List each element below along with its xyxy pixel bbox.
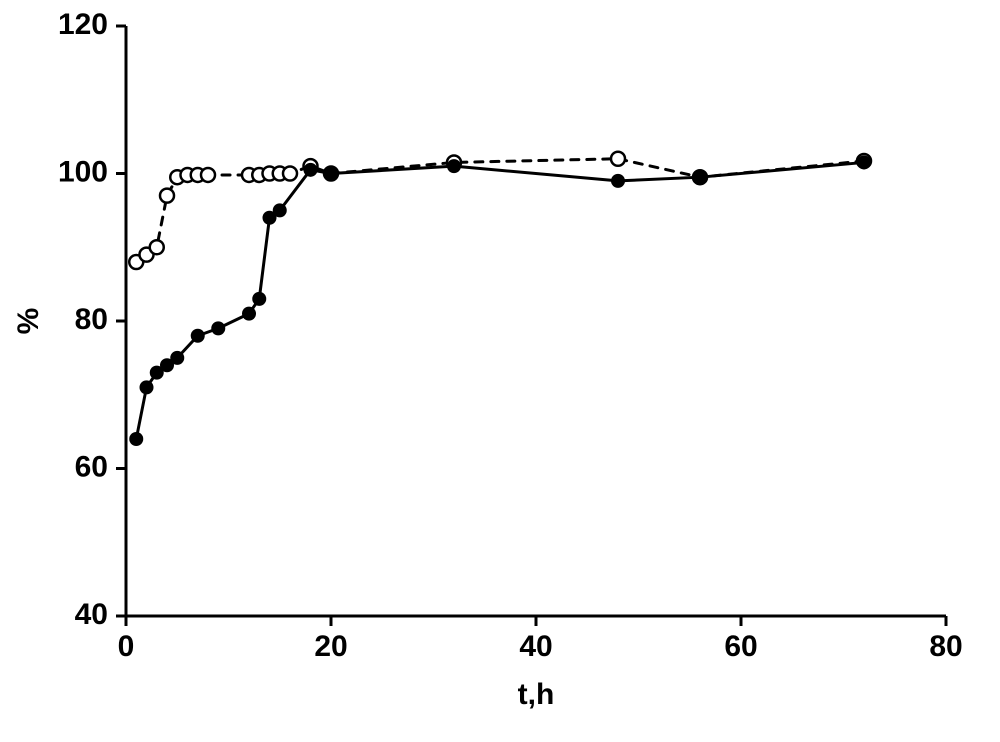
y-axis-label: % [12, 308, 45, 335]
y-tick-label: 60 [75, 450, 108, 483]
x-axis-label: t,h [518, 678, 555, 711]
series-filled [129, 155, 871, 446]
y-tick-label: 80 [75, 303, 108, 336]
axes [126, 26, 946, 616]
x-tick-label: 60 [724, 630, 757, 663]
x-tick-label: 80 [929, 630, 962, 663]
x-tick-label: 20 [314, 630, 347, 663]
x-ticks: 0 20 40 60 80 [118, 616, 963, 663]
y-tick-label: 100 [58, 155, 108, 188]
y-tick-label: 40 [75, 598, 108, 631]
y-tick-label: 120 [58, 8, 108, 41]
time-percent-chart: 40 60 80 100 120 0 20 40 60 80% t,h [0, 0, 1000, 742]
y-ticks: 40 60 80 100 120 [58, 8, 126, 631]
x-tick-label: 0 [118, 630, 135, 663]
x-tick-label: 40 [519, 630, 552, 663]
